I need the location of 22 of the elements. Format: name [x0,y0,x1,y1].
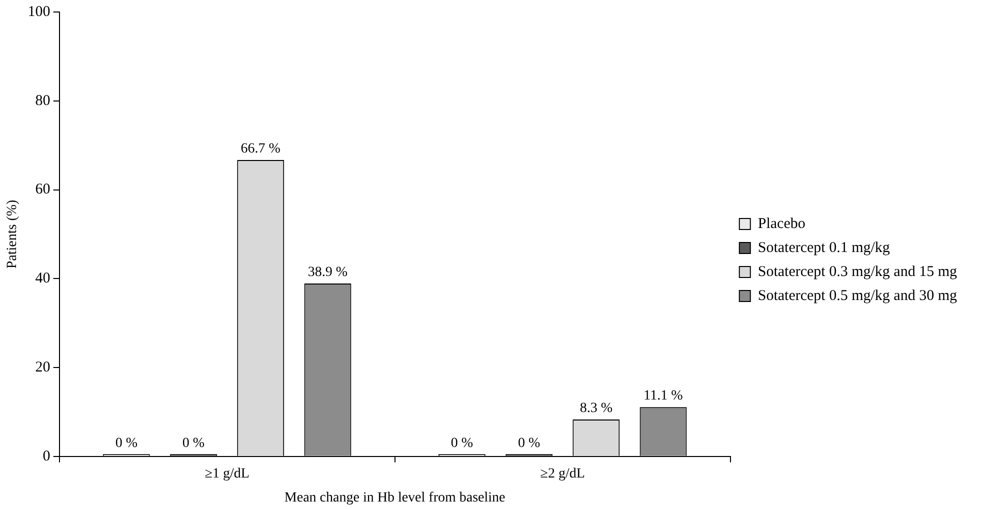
data-label: 0 % [182,436,205,451]
legend-label: Placebo [758,216,806,232]
x-axis-title: Mean change in Hb level from baseline [284,490,506,506]
y-axis-title: Patients (%) [5,199,20,269]
data-label: 0 % [450,436,474,451]
legend-label: Sotatercept 0.3 mg/kg and 15 mg [758,264,958,280]
y-tick-label: 60 [35,182,50,198]
y-tick-label: 40 [35,270,50,287]
data-label: 0 % [115,436,138,451]
legend-label: Sotatercept 0.1 mg/kg [758,240,890,256]
data-label: 8.3 % [580,401,613,416]
data-label: 38.9 % [308,265,348,280]
legend-label: Sotatercept 0.5 mg/kg and 30 mg [758,288,958,304]
data-label: 0 % [518,436,540,451]
data-label: 11.1 % [644,388,684,404]
y-tick-label: 80 [35,92,50,109]
x-tick-label: ≥2 g/dL [540,466,585,482]
y-tick-label: 100 [28,4,50,20]
y-tick-label: 0 [42,448,50,464]
data-label: 66.7 % [240,142,281,157]
y-tick-label: 20 [35,359,50,376]
x-tick-label: ≥1 g/dL [204,466,250,482]
